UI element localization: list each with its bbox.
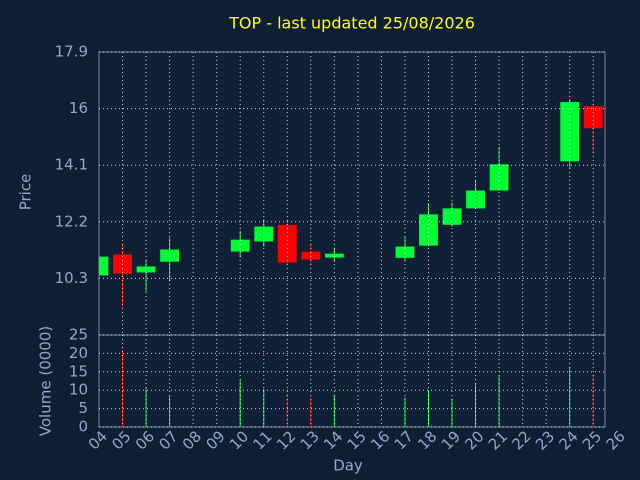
- price-panel: [98, 51, 606, 336]
- candle-body: [560, 102, 580, 162]
- candle-body: [324, 253, 344, 258]
- y-tick-label: 10: [69, 381, 88, 399]
- candle-body: [301, 251, 321, 260]
- y-axis-label: Volume (0000): [37, 326, 55, 436]
- y-tick-label: 25: [69, 326, 88, 344]
- y-tick-label: 14.1: [55, 156, 88, 174]
- x-axis-label: Day: [333, 457, 363, 475]
- candle-body: [136, 266, 156, 273]
- y-tick-label: 12.2: [55, 212, 88, 230]
- candle-body: [99, 256, 109, 276]
- y-tick-label: 20: [69, 344, 88, 362]
- volume-panel: [98, 334, 606, 428]
- candle-body: [160, 249, 180, 262]
- y-tick-label: 5: [78, 399, 88, 417]
- candle-body: [489, 164, 509, 191]
- y-tick-label: 15: [69, 362, 88, 380]
- y-tick-label: 17.9: [55, 43, 88, 61]
- candle-body: [466, 190, 485, 209]
- chart-title: TOP - last updated 25/08/2026: [228, 14, 475, 33]
- candle-body: [230, 239, 250, 252]
- candle-body: [254, 226, 274, 242]
- candle-body: [583, 106, 603, 129]
- y-axis-label: Price: [17, 174, 35, 211]
- y-tick-label: 10.3: [55, 269, 88, 287]
- y-tick-label: 16: [69, 99, 88, 117]
- candle-body: [277, 224, 297, 263]
- y-tick-label: 0: [78, 418, 88, 436]
